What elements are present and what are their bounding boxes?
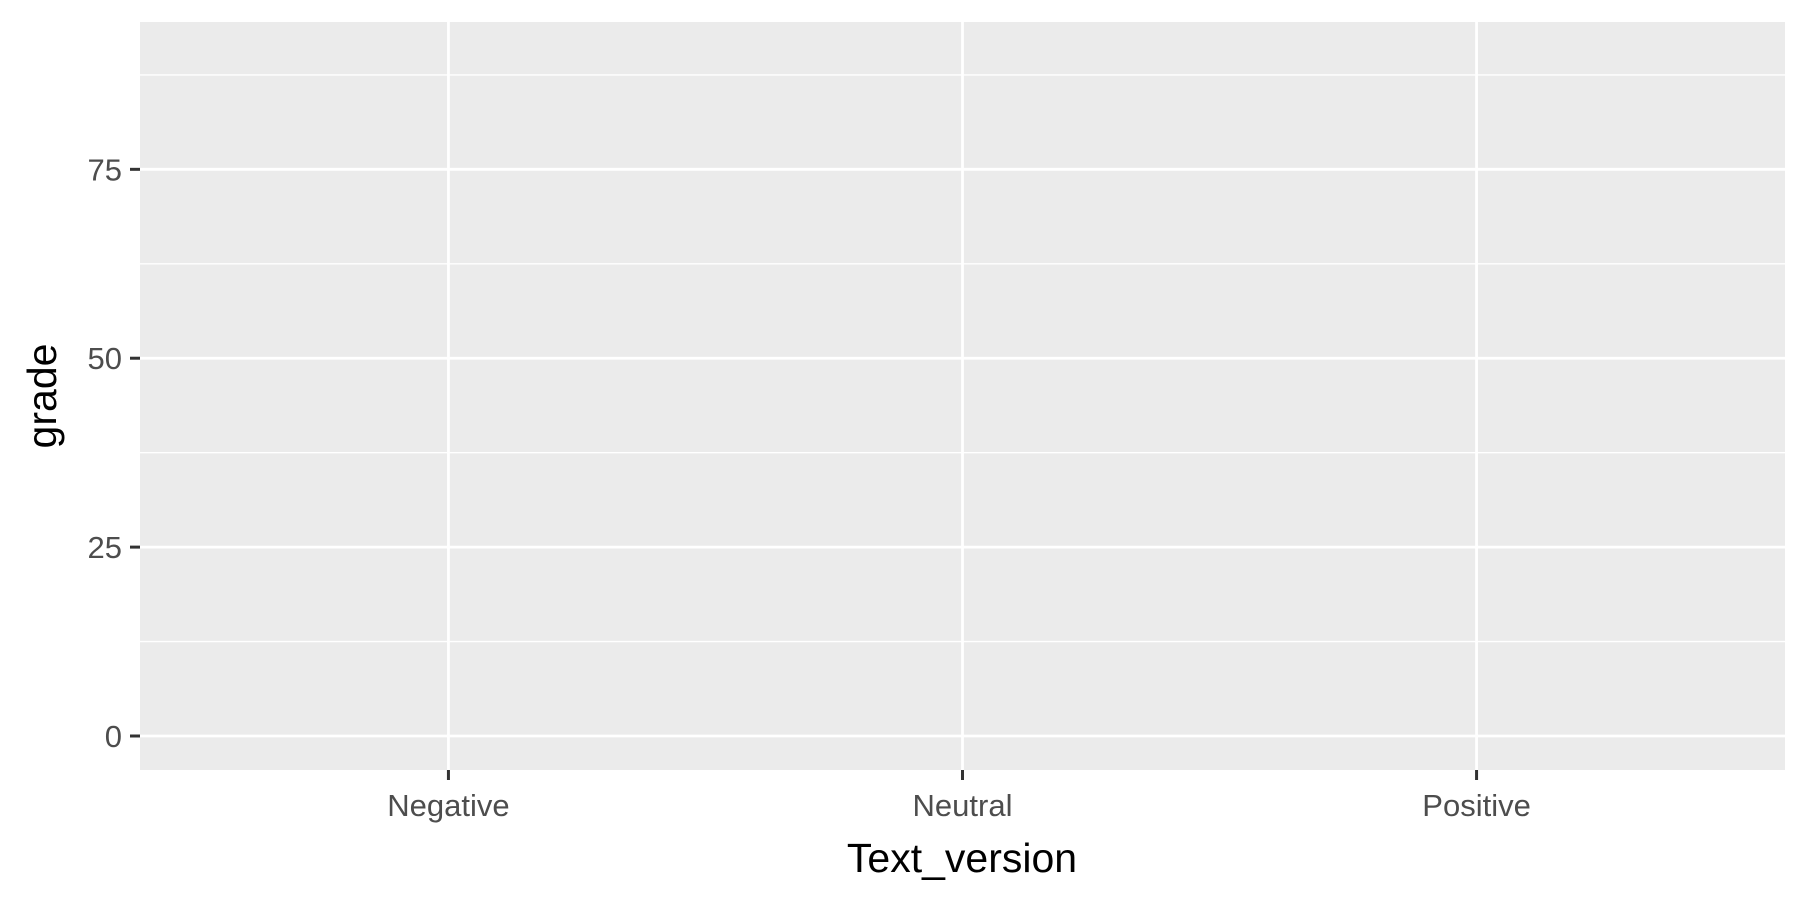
y-tick-label: 50 xyxy=(88,341,122,376)
x-tick-label: Neutral xyxy=(913,788,1013,823)
y-axis-title: grade xyxy=(19,344,65,449)
y-tick-label: 0 xyxy=(105,719,122,754)
x-tick-label: Positive xyxy=(1422,788,1531,823)
x-axis: Negative Neutral Positive xyxy=(387,770,1531,823)
x-axis-title: Text_version xyxy=(847,835,1077,881)
y-tick-label: 75 xyxy=(88,152,122,187)
x-tick-label: Negative xyxy=(387,788,509,823)
grid-major-lines xyxy=(140,22,1785,770)
y-axis: 0 25 50 75 xyxy=(88,152,140,754)
y-tick-label: 25 xyxy=(88,530,122,565)
